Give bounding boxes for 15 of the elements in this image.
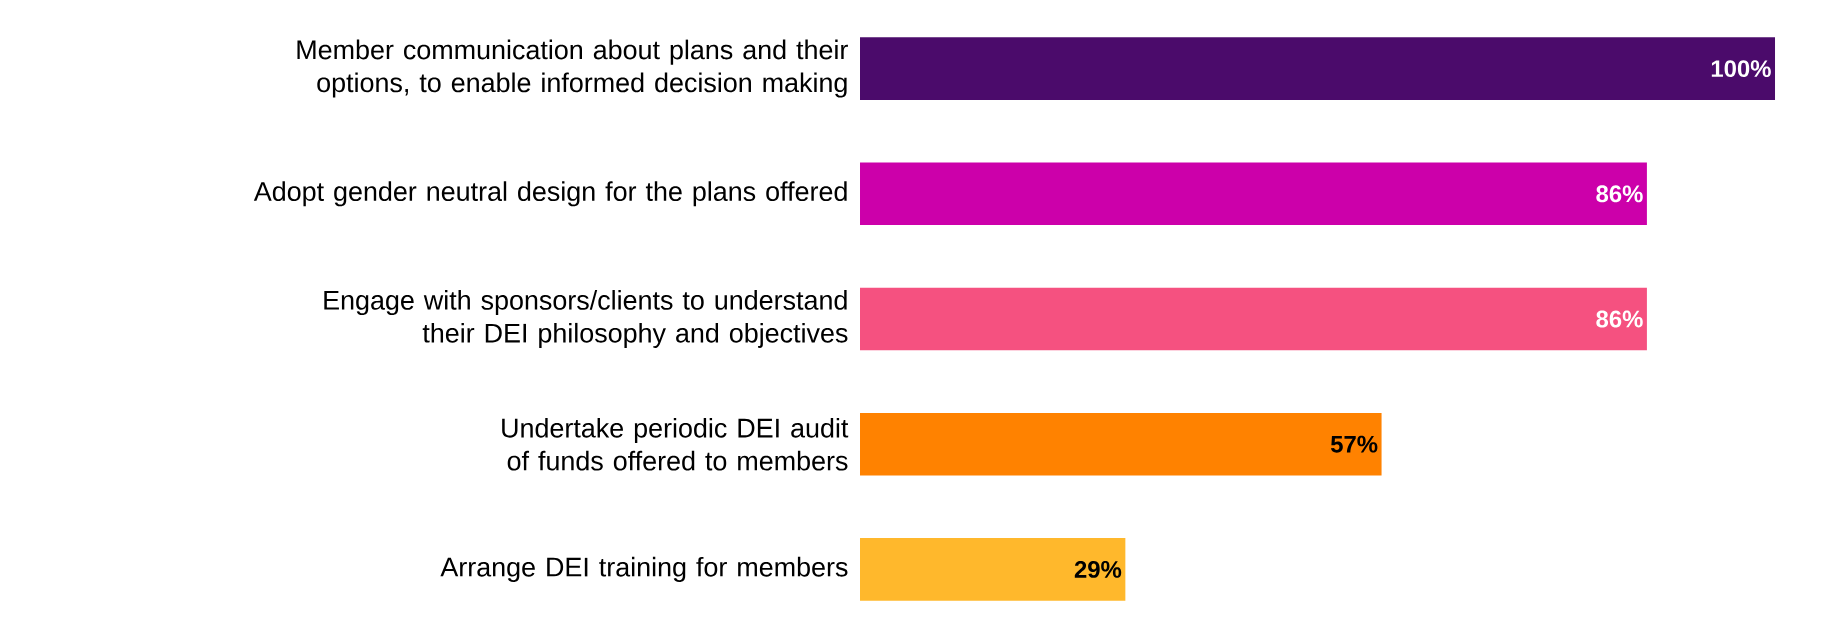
data-label: 29% xyxy=(1074,560,1122,578)
y-tick-label: Member communication about plans and their options, to enable informed decision making xyxy=(297,39,848,98)
data-label: 86% xyxy=(1596,185,1643,203)
bar xyxy=(860,538,1126,601)
y-tick-label: Arrange DEI training for members xyxy=(440,556,848,582)
data-label: 86% xyxy=(1596,310,1643,328)
y-tick-label: Adopt gender neutral design for the plans offered xyxy=(253,181,847,207)
bar xyxy=(860,287,1647,351)
y-tick-label: Undertake periodic DEI audit of funds offered to members xyxy=(502,417,849,471)
bar xyxy=(860,412,1382,476)
data-label: 57% xyxy=(1330,435,1378,453)
data-label: 100% xyxy=(1711,60,1771,78)
bar xyxy=(860,162,1647,226)
y-tick-label: Engage with sponsors/clients to understand their DEI philosophy and objectives xyxy=(324,290,848,348)
bar xyxy=(860,37,1776,100)
